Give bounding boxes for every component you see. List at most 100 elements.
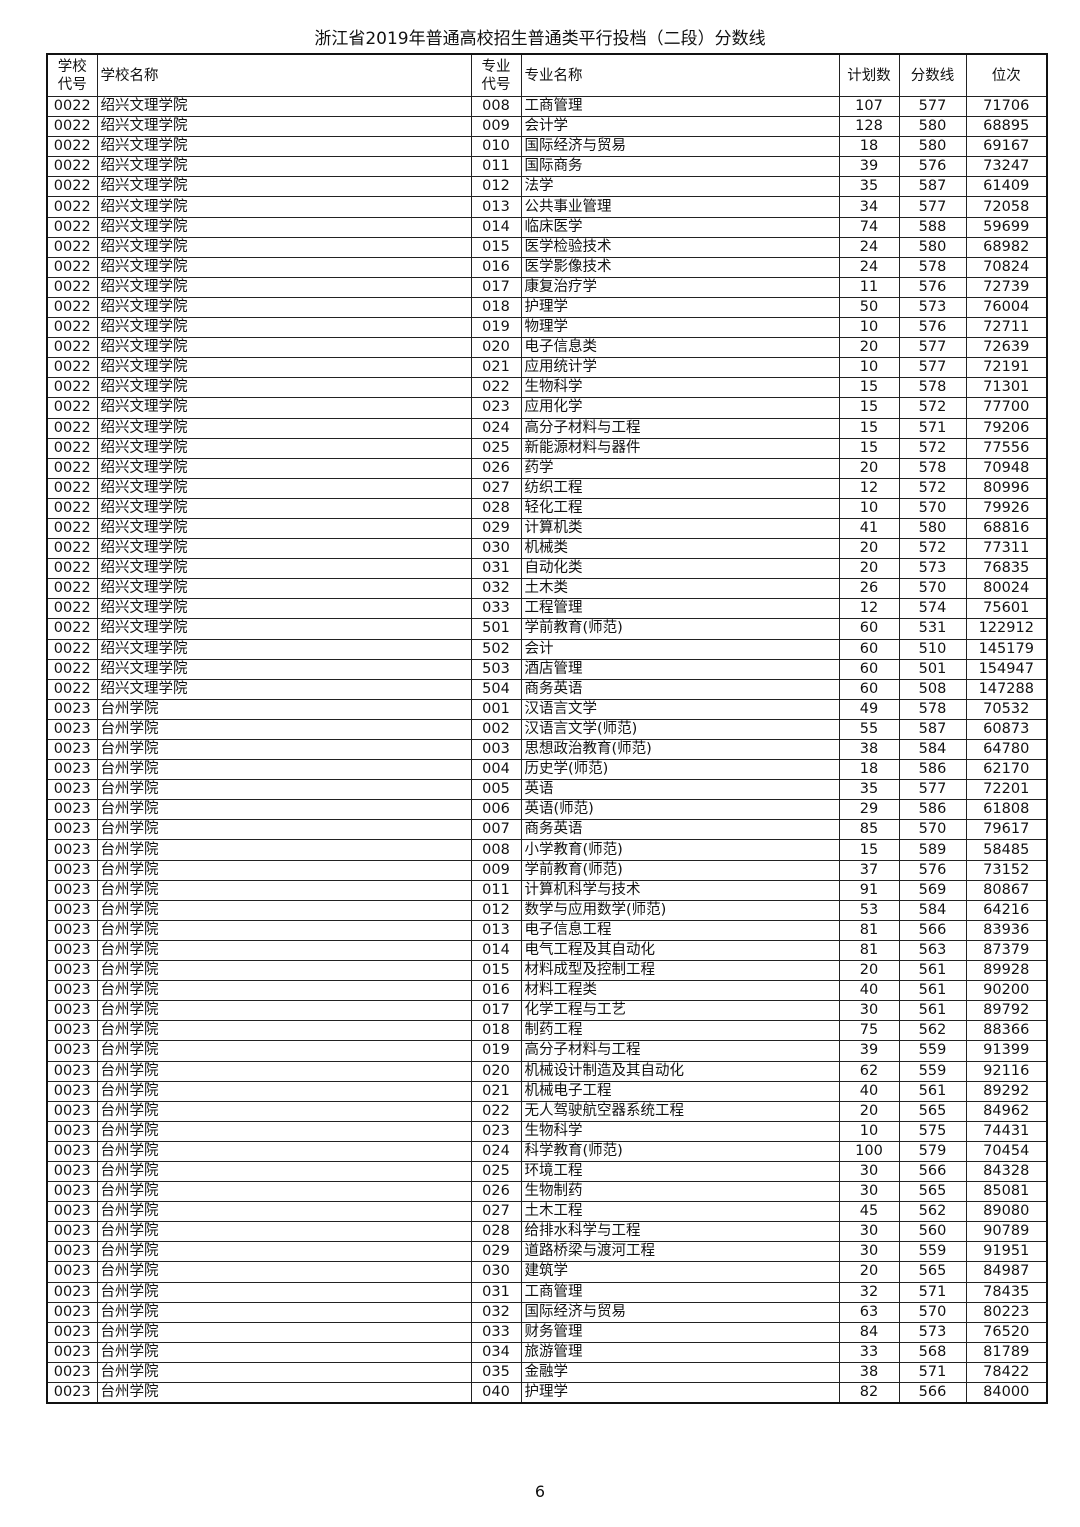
cell-major-code: 022 — [470, 1100, 522, 1122]
cell-major-code: 009 — [470, 116, 522, 138]
cell-plan-count: 10 — [838, 357, 900, 379]
cell-rank: 74431 — [965, 1120, 1048, 1142]
cell-rank: 58485 — [965, 839, 1048, 861]
table-row: 0023 台州学院 021 机械电子工程 40 561 89292 — [46, 1080, 1048, 1102]
cell-major-name: 生物科学 — [520, 377, 840, 399]
cell-school-name: 台州学院 — [96, 1321, 472, 1343]
cell-school-code: 0023 — [46, 1080, 98, 1102]
cell-major-code: 021 — [470, 1080, 522, 1102]
cell-school-name: 台州学院 — [96, 1060, 472, 1082]
cell-rank: 62170 — [965, 759, 1048, 781]
cell-major-code: 032 — [470, 1301, 522, 1323]
cell-school-name: 台州学院 — [96, 1221, 472, 1243]
cell-score-line: 586 — [898, 759, 967, 781]
cell-school-code: 0022 — [46, 116, 98, 138]
cell-score-line: 570 — [898, 1301, 967, 1323]
cell-score-line: 570 — [898, 578, 967, 600]
cell-major-name: 应用统计学 — [520, 357, 840, 379]
cell-school-code: 0023 — [46, 919, 98, 941]
cell-school-name: 绍兴文理学院 — [96, 276, 472, 298]
cell-score-line: 574 — [898, 598, 967, 620]
cell-major-name: 国际经济与贸易 — [520, 1301, 840, 1323]
cell-score-line: 569 — [898, 879, 967, 901]
table-row: 0022 绍兴文理学院 024 高分子材料与工程 15 571 79206 — [46, 417, 1048, 439]
cell-rank: 84000 — [965, 1382, 1048, 1404]
table-row: 0023 台州学院 016 材料工程类 40 561 90200 — [46, 980, 1048, 1002]
cell-plan-count: 39 — [838, 156, 900, 178]
cell-school-code: 0022 — [46, 517, 98, 540]
cell-major-name: 轻化工程 — [520, 497, 840, 519]
cell-school-name: 台州学院 — [96, 1181, 472, 1203]
cell-major-name: 机械设计制造及其自动化 — [520, 1060, 840, 1082]
cell-score-line: 576 — [898, 156, 967, 178]
cell-major-name: 英语(师范) — [520, 799, 840, 821]
cell-school-name: 台州学院 — [96, 1080, 472, 1102]
cell-major-name: 商务英语 — [520, 678, 840, 700]
cell-rank: 88366 — [965, 1020, 1048, 1042]
cell-plan-count: 26 — [838, 578, 900, 600]
cell-school-name: 绍兴文理学院 — [96, 196, 472, 218]
cell-school-code: 0023 — [46, 1040, 98, 1062]
cell-rank: 154947 — [965, 658, 1048, 680]
table-row: 0023 台州学院 009 学前教育(师范) 37 576 73152 — [46, 859, 1048, 881]
cell-major-code: 014 — [470, 216, 522, 238]
cell-major-name: 公共事业管理 — [520, 196, 840, 218]
cell-plan-count: 30 — [838, 1000, 900, 1022]
cell-rank: 85081 — [965, 1181, 1048, 1203]
cell-school-code: 0023 — [46, 1020, 98, 1042]
cell-major-name: 小学教育(师范) — [520, 839, 840, 861]
cell-score-line: 587 — [898, 176, 967, 198]
table-row: 0023 台州学院 003 思想政治教育(师范) 38 584 64780 — [46, 738, 1048, 761]
cell-major-code: 504 — [470, 678, 522, 700]
cell-major-code: 022 — [470, 377, 522, 399]
cell-school-name: 绍兴文理学院 — [96, 176, 472, 198]
table-row: 0022 绍兴文理学院 504 商务英语 60 508 147288 — [46, 678, 1048, 700]
cell-school-code: 0022 — [46, 156, 98, 178]
cell-major-name: 旅游管理 — [520, 1341, 840, 1363]
cell-major-code: 503 — [470, 658, 522, 680]
cell-school-code: 0023 — [46, 1301, 98, 1323]
table-row: 0022 绍兴文理学院 017 康复治疗学 11 576 72739 — [46, 276, 1048, 298]
cell-major-name: 会计 — [520, 638, 840, 660]
cell-school-name: 台州学院 — [96, 698, 472, 720]
cell-school-code: 0023 — [46, 1281, 98, 1303]
table-row: 0023 台州学院 011 计算机科学与技术 91 569 80867 — [46, 879, 1048, 901]
cell-school-name: 绍兴文理学院 — [96, 256, 472, 278]
cell-major-name: 计算机科学与技术 — [520, 879, 840, 901]
cell-plan-count: 18 — [838, 136, 900, 158]
cell-score-line: 568 — [898, 1341, 967, 1363]
table-row: 0023 台州学院 029 道路桥梁与渡河工程 30 559 91951 — [46, 1241, 1048, 1263]
cell-school-code: 0022 — [46, 357, 98, 379]
cell-rank: 89792 — [965, 1000, 1048, 1022]
cell-score-line: 584 — [898, 738, 967, 761]
cell-major-name: 财务管理 — [520, 1321, 840, 1343]
cell-rank: 92116 — [965, 1060, 1048, 1082]
table-row: 0022 绍兴文理学院 023 应用化学 15 572 77700 — [46, 397, 1048, 419]
cell-rank: 79617 — [965, 819, 1048, 841]
cell-score-line: 559 — [898, 1241, 967, 1263]
cell-rank: 64780 — [965, 738, 1048, 761]
cell-plan-count: 41 — [838, 517, 900, 540]
cell-rank: 83936 — [965, 919, 1048, 941]
cell-school-code: 0023 — [46, 980, 98, 1002]
cell-score-line: 531 — [898, 618, 967, 640]
cell-plan-count: 81 — [838, 919, 900, 941]
cell-major-name: 计算机类 — [520, 517, 840, 540]
table-row: 0023 台州学院 035 金融学 38 571 78422 — [46, 1361, 1048, 1384]
table-row: 0022 绍兴文理学院 013 公共事业管理 34 577 72058 — [46, 196, 1048, 218]
cell-score-line: 559 — [898, 1060, 967, 1082]
cell-rank: 59699 — [965, 216, 1048, 238]
cell-major-code: 011 — [470, 879, 522, 901]
cell-major-name: 道路桥梁与渡河工程 — [520, 1241, 840, 1263]
cell-plan-count: 15 — [838, 437, 900, 459]
cell-school-code: 0022 — [46, 558, 98, 580]
cell-major-name: 纺织工程 — [520, 477, 840, 499]
cell-major-code: 019 — [470, 317, 522, 339]
cell-rank: 71301 — [965, 377, 1048, 399]
cell-school-name: 台州学院 — [96, 879, 472, 901]
cell-major-name: 物理学 — [520, 317, 840, 339]
cell-plan-count: 38 — [838, 1361, 900, 1384]
cell-school-code: 0023 — [46, 738, 98, 761]
cell-school-code: 0022 — [46, 538, 98, 560]
cell-score-line: 579 — [898, 1140, 967, 1162]
